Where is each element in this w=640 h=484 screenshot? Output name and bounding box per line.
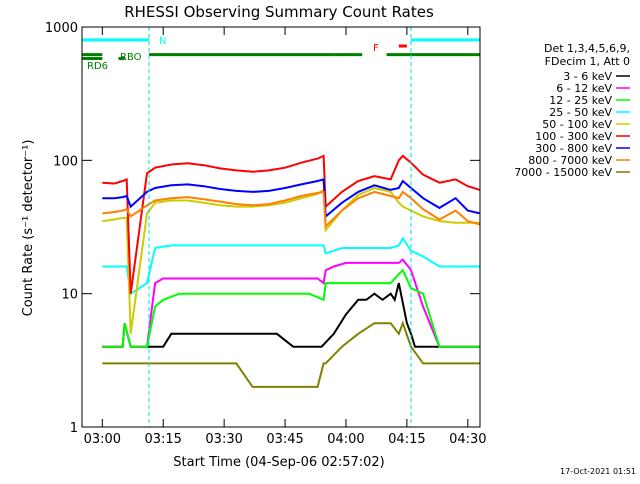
legend-label-6: 300 - 800 keV bbox=[535, 142, 612, 155]
legend-label-7: 800 - 7000 keV bbox=[528, 154, 612, 167]
series-line-5 bbox=[102, 154, 481, 294]
footer-timestamp: 17-Oct-2021 01:51 bbox=[560, 467, 636, 476]
x-tick-label-3: 03:45 bbox=[266, 432, 303, 447]
legend-header-line-2: FDecim 1, Att 0 bbox=[545, 55, 630, 68]
x-tick-label-0: 03:00 bbox=[84, 432, 121, 447]
flag-label-2: RBO bbox=[120, 52, 142, 63]
series-line-3 bbox=[102, 236, 480, 296]
legend-label-5: 100 - 300 keV bbox=[535, 130, 612, 143]
x-axis-label: Start Time (04-Sep-06 02:57:02) bbox=[173, 455, 384, 470]
x-tick-label-1: 03:15 bbox=[144, 432, 181, 447]
legend-label-8: 7000 - 15000 keV bbox=[514, 166, 612, 179]
legend-label-0: 3 - 6 keV bbox=[563, 70, 612, 83]
x-tick-label-6: 04:30 bbox=[449, 432, 486, 447]
flag-label-0: N bbox=[159, 36, 166, 47]
legend-label-4: 50 - 100 keV bbox=[542, 118, 612, 131]
y-tick-label-2: 100 bbox=[53, 154, 78, 169]
series-line-8 bbox=[102, 320, 480, 388]
x-tick-label-4: 04:00 bbox=[327, 432, 364, 447]
legend-header-line-1: Det 1,3,4,5,6,9, bbox=[544, 42, 630, 55]
plot-frame bbox=[81, 26, 481, 428]
y-tick-label-3: 1000 bbox=[45, 21, 78, 36]
flag-label-3: F bbox=[373, 43, 379, 54]
flag-label-1: RD6 bbox=[87, 61, 108, 72]
legend-label-1: 6 - 12 keV bbox=[556, 82, 612, 95]
series-line-7 bbox=[102, 190, 481, 229]
y-axis-label: Count Rate (s⁻¹ detector⁻¹) bbox=[21, 140, 36, 317]
y-tick-label-1: 10 bbox=[61, 288, 78, 303]
legend-label-2: 12 - 25 keV bbox=[549, 94, 612, 107]
x-tick-label-5: 04:15 bbox=[388, 432, 425, 447]
series-line-1 bbox=[102, 258, 480, 348]
y-tick-label-0: 1 bbox=[70, 421, 78, 436]
legend-label-3: 25 - 50 keV bbox=[549, 106, 612, 119]
series-line-0 bbox=[102, 282, 480, 348]
chart-title: RHESSI Observing Summary Count Rates bbox=[124, 3, 434, 21]
x-tick-label-2: 03:30 bbox=[205, 432, 242, 447]
